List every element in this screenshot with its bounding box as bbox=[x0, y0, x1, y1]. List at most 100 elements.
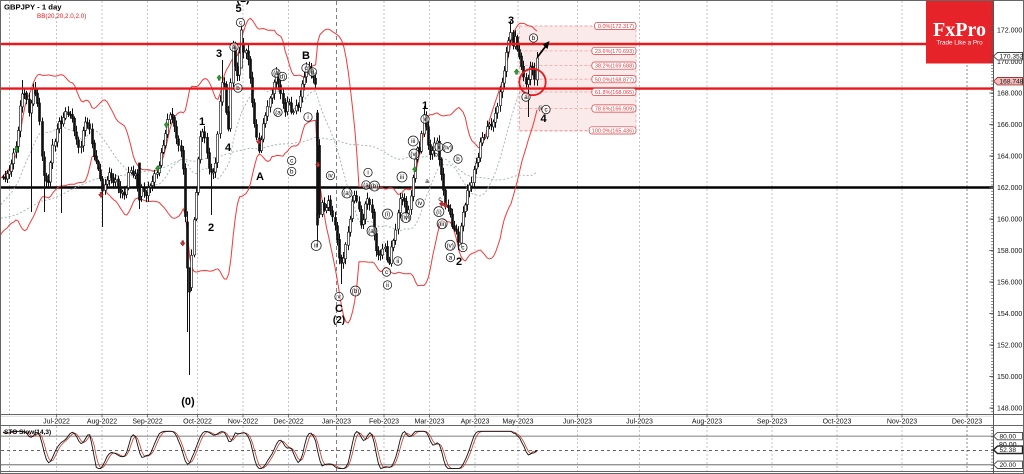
svg-text:(0): (0) bbox=[181, 396, 195, 408]
svg-text:A: A bbox=[256, 171, 264, 183]
svg-text:Oct-2022: Oct-2022 bbox=[183, 418, 212, 425]
svg-text:b: b bbox=[236, 85, 240, 92]
svg-text:148.000: 148.000 bbox=[997, 405, 1022, 412]
svg-text:172.000: 172.000 bbox=[997, 27, 1022, 34]
svg-text:1: 1 bbox=[199, 116, 205, 128]
svg-text:Nov-2023: Nov-2023 bbox=[887, 418, 917, 425]
svg-text:i: i bbox=[307, 114, 308, 121]
svg-text:154.000: 154.000 bbox=[997, 311, 1022, 318]
svg-text:78.6%(166.909): 78.6%(166.909) bbox=[595, 107, 634, 113]
svg-text:(a): (a) bbox=[343, 190, 351, 197]
svg-text:150.000: 150.000 bbox=[997, 374, 1022, 381]
svg-text:(b): (b) bbox=[352, 288, 360, 295]
svg-text:BB(20,20,2.0,2.0): BB(20,20,2.0,2.0) bbox=[37, 13, 86, 20]
svg-text:iv: iv bbox=[418, 200, 423, 207]
svg-text:Feb-2023: Feb-2023 bbox=[369, 418, 399, 425]
svg-text:b: b bbox=[434, 152, 438, 159]
svg-text:a: a bbox=[524, 94, 528, 101]
svg-text:Mar-2023: Mar-2023 bbox=[415, 418, 445, 425]
svg-text:c: c bbox=[461, 245, 464, 252]
svg-text:ii: ii bbox=[311, 69, 314, 76]
svg-text:Dec-2022: Dec-2022 bbox=[273, 418, 303, 425]
svg-text:152.000: 152.000 bbox=[997, 342, 1022, 349]
svg-text:(i): (i) bbox=[436, 209, 442, 216]
svg-text:168.000: 168.000 bbox=[997, 90, 1022, 97]
svg-text:168.748: 168.748 bbox=[1000, 79, 1024, 86]
svg-text:b: b bbox=[290, 169, 294, 176]
svg-text:iv: iv bbox=[328, 173, 333, 180]
svg-text:Sep-2023: Sep-2023 bbox=[757, 418, 787, 425]
svg-text:b: b bbox=[456, 156, 460, 163]
svg-text:Oct-2023: Oct-2023 bbox=[823, 418, 852, 425]
svg-text:Nov-2022: Nov-2022 bbox=[228, 418, 258, 425]
svg-text:Jan-2023: Jan-2023 bbox=[322, 418, 351, 425]
svg-text:v: v bbox=[423, 116, 427, 123]
svg-text:(a): (a) bbox=[368, 228, 376, 235]
svg-text:C: C bbox=[335, 303, 343, 315]
svg-text:(b): (b) bbox=[371, 183, 379, 190]
svg-text:a: a bbox=[449, 255, 453, 262]
svg-text:80.00: 80.00 bbox=[1000, 434, 1017, 441]
svg-text:2: 2 bbox=[208, 222, 214, 234]
svg-text:Trade Like a Pro: Trade Like a Pro bbox=[936, 40, 983, 47]
svg-text:50.0%(168.877): 50.0%(168.877) bbox=[595, 77, 634, 83]
svg-text:Dec-2023: Dec-2023 bbox=[952, 418, 982, 425]
svg-text:iii: iii bbox=[400, 174, 404, 181]
svg-text:ii: ii bbox=[386, 282, 389, 289]
svg-text:Jul-2022: Jul-2022 bbox=[43, 418, 70, 425]
svg-text:166.000: 166.000 bbox=[997, 122, 1022, 129]
svg-text:4: 4 bbox=[225, 142, 232, 154]
svg-text:4: 4 bbox=[540, 113, 547, 125]
svg-text:158.000: 158.000 bbox=[997, 248, 1022, 255]
svg-text:iii: iii bbox=[411, 138, 415, 145]
svg-text:(a: (a bbox=[273, 70, 279, 77]
svg-text:20.00: 20.00 bbox=[1000, 462, 1017, 469]
svg-text:Aug-2022: Aug-2022 bbox=[87, 418, 117, 425]
svg-text:May-2023: May-2023 bbox=[502, 418, 533, 425]
svg-text:c: c bbox=[438, 196, 442, 203]
svg-text:164.000: 164.000 bbox=[997, 153, 1022, 160]
svg-text:ii: ii bbox=[396, 258, 399, 265]
svg-text:FxPro: FxPro bbox=[933, 19, 986, 41]
svg-text:(1): (1) bbox=[236, 0, 250, 5]
svg-text:a: a bbox=[232, 44, 236, 51]
svg-text:170.352: 170.352 bbox=[1000, 54, 1024, 61]
svg-text:(iii): (iii) bbox=[438, 221, 446, 228]
svg-text:i: i bbox=[367, 170, 368, 177]
svg-text:iii: iii bbox=[314, 243, 318, 250]
svg-text:5: 5 bbox=[235, 3, 241, 15]
svg-text:100.0%(165.436): 100.0%(165.436) bbox=[592, 129, 634, 135]
svg-text:23.6%(170.693): 23.6%(170.693) bbox=[595, 49, 634, 55]
svg-text:(v): (v) bbox=[410, 151, 417, 158]
svg-text:3: 3 bbox=[216, 48, 222, 60]
svg-text:a: a bbox=[425, 178, 429, 185]
svg-text:(v): (v) bbox=[447, 243, 454, 250]
svg-text:(iv): (iv) bbox=[443, 145, 452, 152]
svg-text:Aug-2023: Aug-2023 bbox=[692, 418, 722, 425]
svg-text:b: b bbox=[532, 35, 536, 42]
svg-text:Sep-2022: Sep-2022 bbox=[132, 418, 162, 425]
svg-text:1: 1 bbox=[422, 100, 428, 112]
svg-text:c: c bbox=[239, 20, 242, 27]
svg-text:162.000: 162.000 bbox=[997, 185, 1022, 192]
svg-text:52.38: 52.38 bbox=[1000, 447, 1017, 454]
svg-text:Jun-2023: Jun-2023 bbox=[563, 418, 592, 425]
svg-text:c: c bbox=[290, 158, 293, 165]
svg-text:B: B bbox=[302, 50, 310, 62]
svg-text:61.8%(168.065): 61.8%(168.065) bbox=[595, 90, 634, 96]
svg-text:0.0%(172.317): 0.0%(172.317) bbox=[598, 24, 634, 30]
svg-text:STO Slow(14,3): STO Slow(14,3) bbox=[4, 429, 51, 436]
svg-text:Jul-2023: Jul-2023 bbox=[626, 418, 653, 425]
svg-text:(a: (a bbox=[363, 182, 369, 189]
svg-text:(a: (a bbox=[275, 110, 281, 117]
svg-text:156.000: 156.000 bbox=[997, 279, 1022, 286]
svg-text:c: c bbox=[544, 107, 547, 114]
svg-text:c: c bbox=[304, 65, 307, 72]
svg-text:(2): (2) bbox=[333, 315, 345, 326]
svg-text:160.000: 160.000 bbox=[997, 216, 1022, 223]
svg-text:2: 2 bbox=[456, 256, 462, 268]
svg-text:Apr-2023: Apr-2023 bbox=[461, 418, 490, 425]
svg-text:170.000: 170.000 bbox=[997, 59, 1022, 66]
svg-text:ii: ii bbox=[438, 144, 441, 151]
svg-text:(i): (i) bbox=[385, 211, 391, 218]
